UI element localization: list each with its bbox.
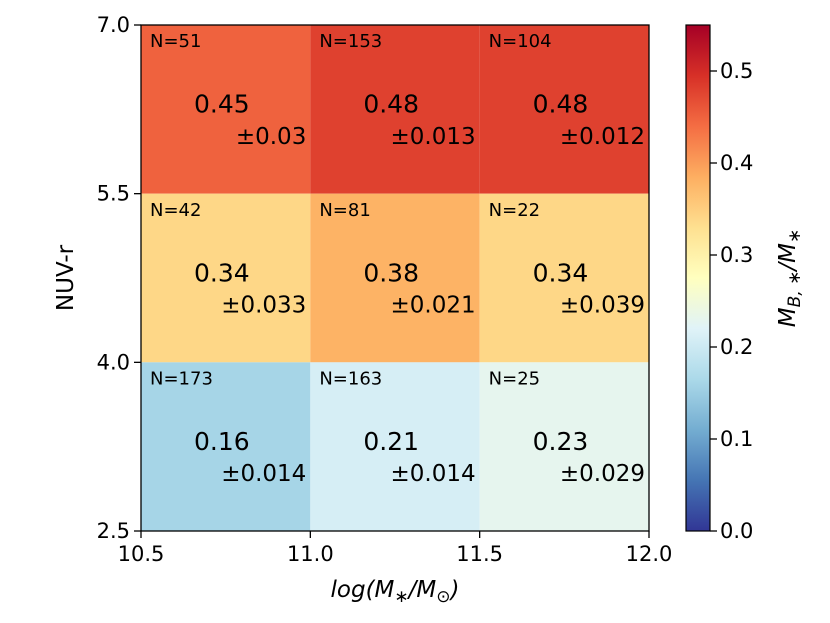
cell-value-label: 0.48: [363, 90, 419, 119]
colorbar-tick-label: 0.2: [720, 335, 753, 359]
cell-error-label: ±0.014: [391, 461, 476, 487]
heatmap-cell: [141, 362, 311, 531]
cell-count-label: N=81: [319, 200, 370, 221]
cell-count-label: N=163: [319, 368, 382, 389]
cell-value-label: 0.38: [363, 258, 419, 287]
y-tick-label: 7.0: [97, 13, 130, 37]
colorbar-label: MB, ∗/M∗: [775, 229, 805, 327]
colorbar-tick-label: 0.0: [720, 519, 753, 543]
heatmap-cell: [479, 25, 649, 194]
colorbar-tick-label: 0.5: [720, 59, 753, 83]
cell-value-label: 0.16: [194, 427, 250, 456]
x-tick-label: 10.5: [118, 542, 165, 566]
cell-error-label: ±0.03: [236, 124, 306, 150]
y-tick-label: 4.0: [97, 350, 130, 374]
cell-error-label: ±0.021: [391, 293, 476, 319]
y-axis-title: NUV-r: [53, 244, 79, 311]
cell-value-label: 0.23: [533, 427, 589, 456]
colorbar-tick-label: 0.4: [720, 151, 753, 175]
cell-error-label: ±0.033: [221, 293, 306, 319]
cell-count-label: N=51: [150, 31, 201, 52]
cell-error-label: ±0.012: [560, 124, 645, 150]
cell-value-label: 0.34: [533, 258, 589, 287]
colorbar-tick-label: 0.3: [720, 243, 753, 267]
heatmap-cell: [141, 193, 311, 363]
heatmap-cell: [310, 25, 480, 194]
cell-count-label: N=104: [489, 31, 552, 52]
y-tick-label: 5.5: [97, 182, 130, 206]
heatmap-cell: [141, 25, 311, 194]
heatmap-cell-labels: N=51 0.45 ±0.03 N=153 0.48 ±0.013 N=104 0.48 ±0.…: [150, 31, 645, 487]
cell-count-label: N=173: [150, 368, 213, 389]
cell-value-label: 0.45: [194, 90, 250, 119]
heatmap-cell: [479, 362, 649, 531]
heatmap-cell: [310, 193, 480, 363]
cell-count-label: N=42: [150, 200, 201, 221]
x-axis-title: log(M∗/M⊙): [331, 577, 460, 607]
y-tick-label: 2.5: [97, 519, 130, 543]
x-tick-label: 11.5: [456, 542, 503, 566]
colorbar-tick-label: 0.1: [720, 427, 753, 451]
cell-count-label: N=22: [489, 200, 540, 221]
x-tick-label: 12.0: [626, 542, 673, 566]
colorbar-ticks: 0.0 0.1 0.2 0.3 0.4 0.5: [710, 59, 753, 543]
cell-error-label: ±0.039: [560, 293, 645, 319]
heatmap-cell: [479, 193, 649, 363]
cell-error-label: ±0.013: [391, 124, 476, 150]
cell-value-label: 0.21: [363, 427, 419, 456]
x-axis-ticks: 10.5 11.0 11.5 12.0: [118, 531, 673, 566]
x-tick-label: 11.0: [287, 542, 334, 566]
heatmap-cell: [310, 362, 480, 531]
cell-count-label: N=25: [489, 368, 540, 389]
heatmap-cells: [141, 25, 649, 531]
cell-count-label: N=153: [319, 31, 382, 52]
plot-frame: [140, 24, 650, 532]
cell-value-label: 0.34: [194, 258, 250, 287]
y-axis-ticks: 2.5 4.0 5.5 7.0: [97, 13, 141, 543]
cell-value-label: 0.48: [533, 90, 589, 119]
cell-error-label: ±0.014: [221, 461, 306, 487]
cell-error-label: ±0.029: [560, 461, 645, 487]
colorbar: [685, 24, 711, 532]
